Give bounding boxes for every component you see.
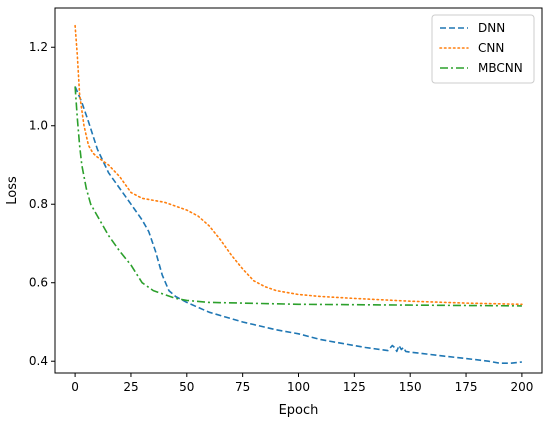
x-tick-label: 100	[287, 380, 310, 394]
y-axis-label: Loss	[5, 176, 20, 205]
legend-label-cnn: CNN	[478, 41, 504, 55]
x-tick-label: 0	[71, 380, 79, 394]
y-tick-label: 1.0	[29, 119, 48, 133]
plot-series	[74, 24, 523, 365]
series-line-cnn	[74, 24, 523, 306]
y-tick-label: 0.6	[29, 276, 48, 290]
x-tick-label: 175	[455, 380, 478, 394]
x-axis-label: Epoch	[279, 403, 319, 418]
legend-box	[431, 14, 535, 84]
y-axis: 0.4 0.6 0.8 1.0 1.2	[29, 40, 55, 368]
x-tick-label: 150	[399, 380, 422, 394]
x-tick-label: 200	[510, 380, 533, 394]
x-tick-label: 75	[235, 380, 250, 394]
y-tick-label: 1.2	[29, 40, 48, 54]
y-tick-label: 0.8	[29, 197, 48, 211]
legend-label-dnn: DNN	[478, 21, 505, 35]
y-tick-label: 0.4	[29, 354, 48, 368]
x-tick-label: 50	[179, 380, 194, 394]
legend: DNN CNN MBCNN	[431, 14, 535, 84]
x-axis: 0 25 50 75 100 125 150 175 200	[71, 373, 533, 394]
series-line-mbcnn	[74, 86, 522, 307]
legend-label-mbcnn: MBCNN	[478, 61, 523, 75]
x-tick-label: 125	[343, 380, 366, 394]
x-tick-label: 25	[123, 380, 138, 394]
series-line-dnn	[74, 86, 522, 365]
